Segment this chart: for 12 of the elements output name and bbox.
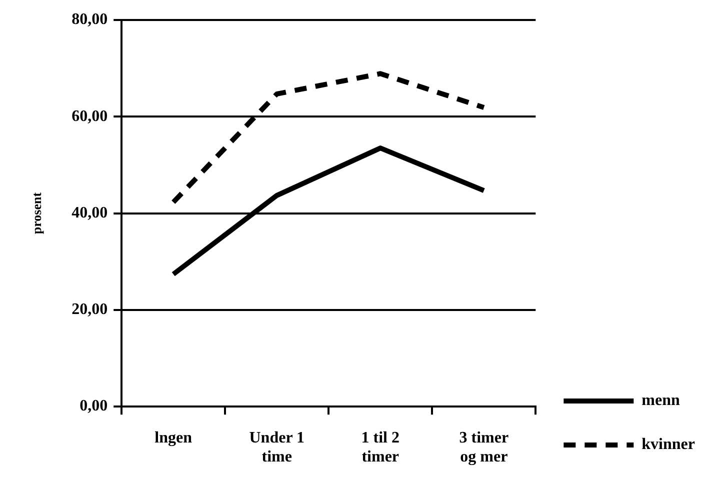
x-tick-label: lngen — [154, 429, 192, 446]
y-tick-label: 80,00 — [72, 11, 108, 28]
x-tick-label: 3 timer og mer — [459, 429, 509, 466]
legend-label: kvinner — [642, 436, 695, 454]
x-tick-label: Under 1 time — [249, 429, 305, 466]
legend-label: menn — [642, 392, 680, 410]
y-axis-title: prosent — [29, 192, 44, 234]
y-tick-label: 40,00 — [72, 204, 108, 222]
x-tick-label: 1 til 2 timer — [361, 429, 400, 466]
y-tick-label: 20,00 — [72, 301, 108, 318]
y-tick-label: 0,00 — [80, 398, 108, 415]
y-tick-label: 60,00 — [72, 108, 108, 125]
